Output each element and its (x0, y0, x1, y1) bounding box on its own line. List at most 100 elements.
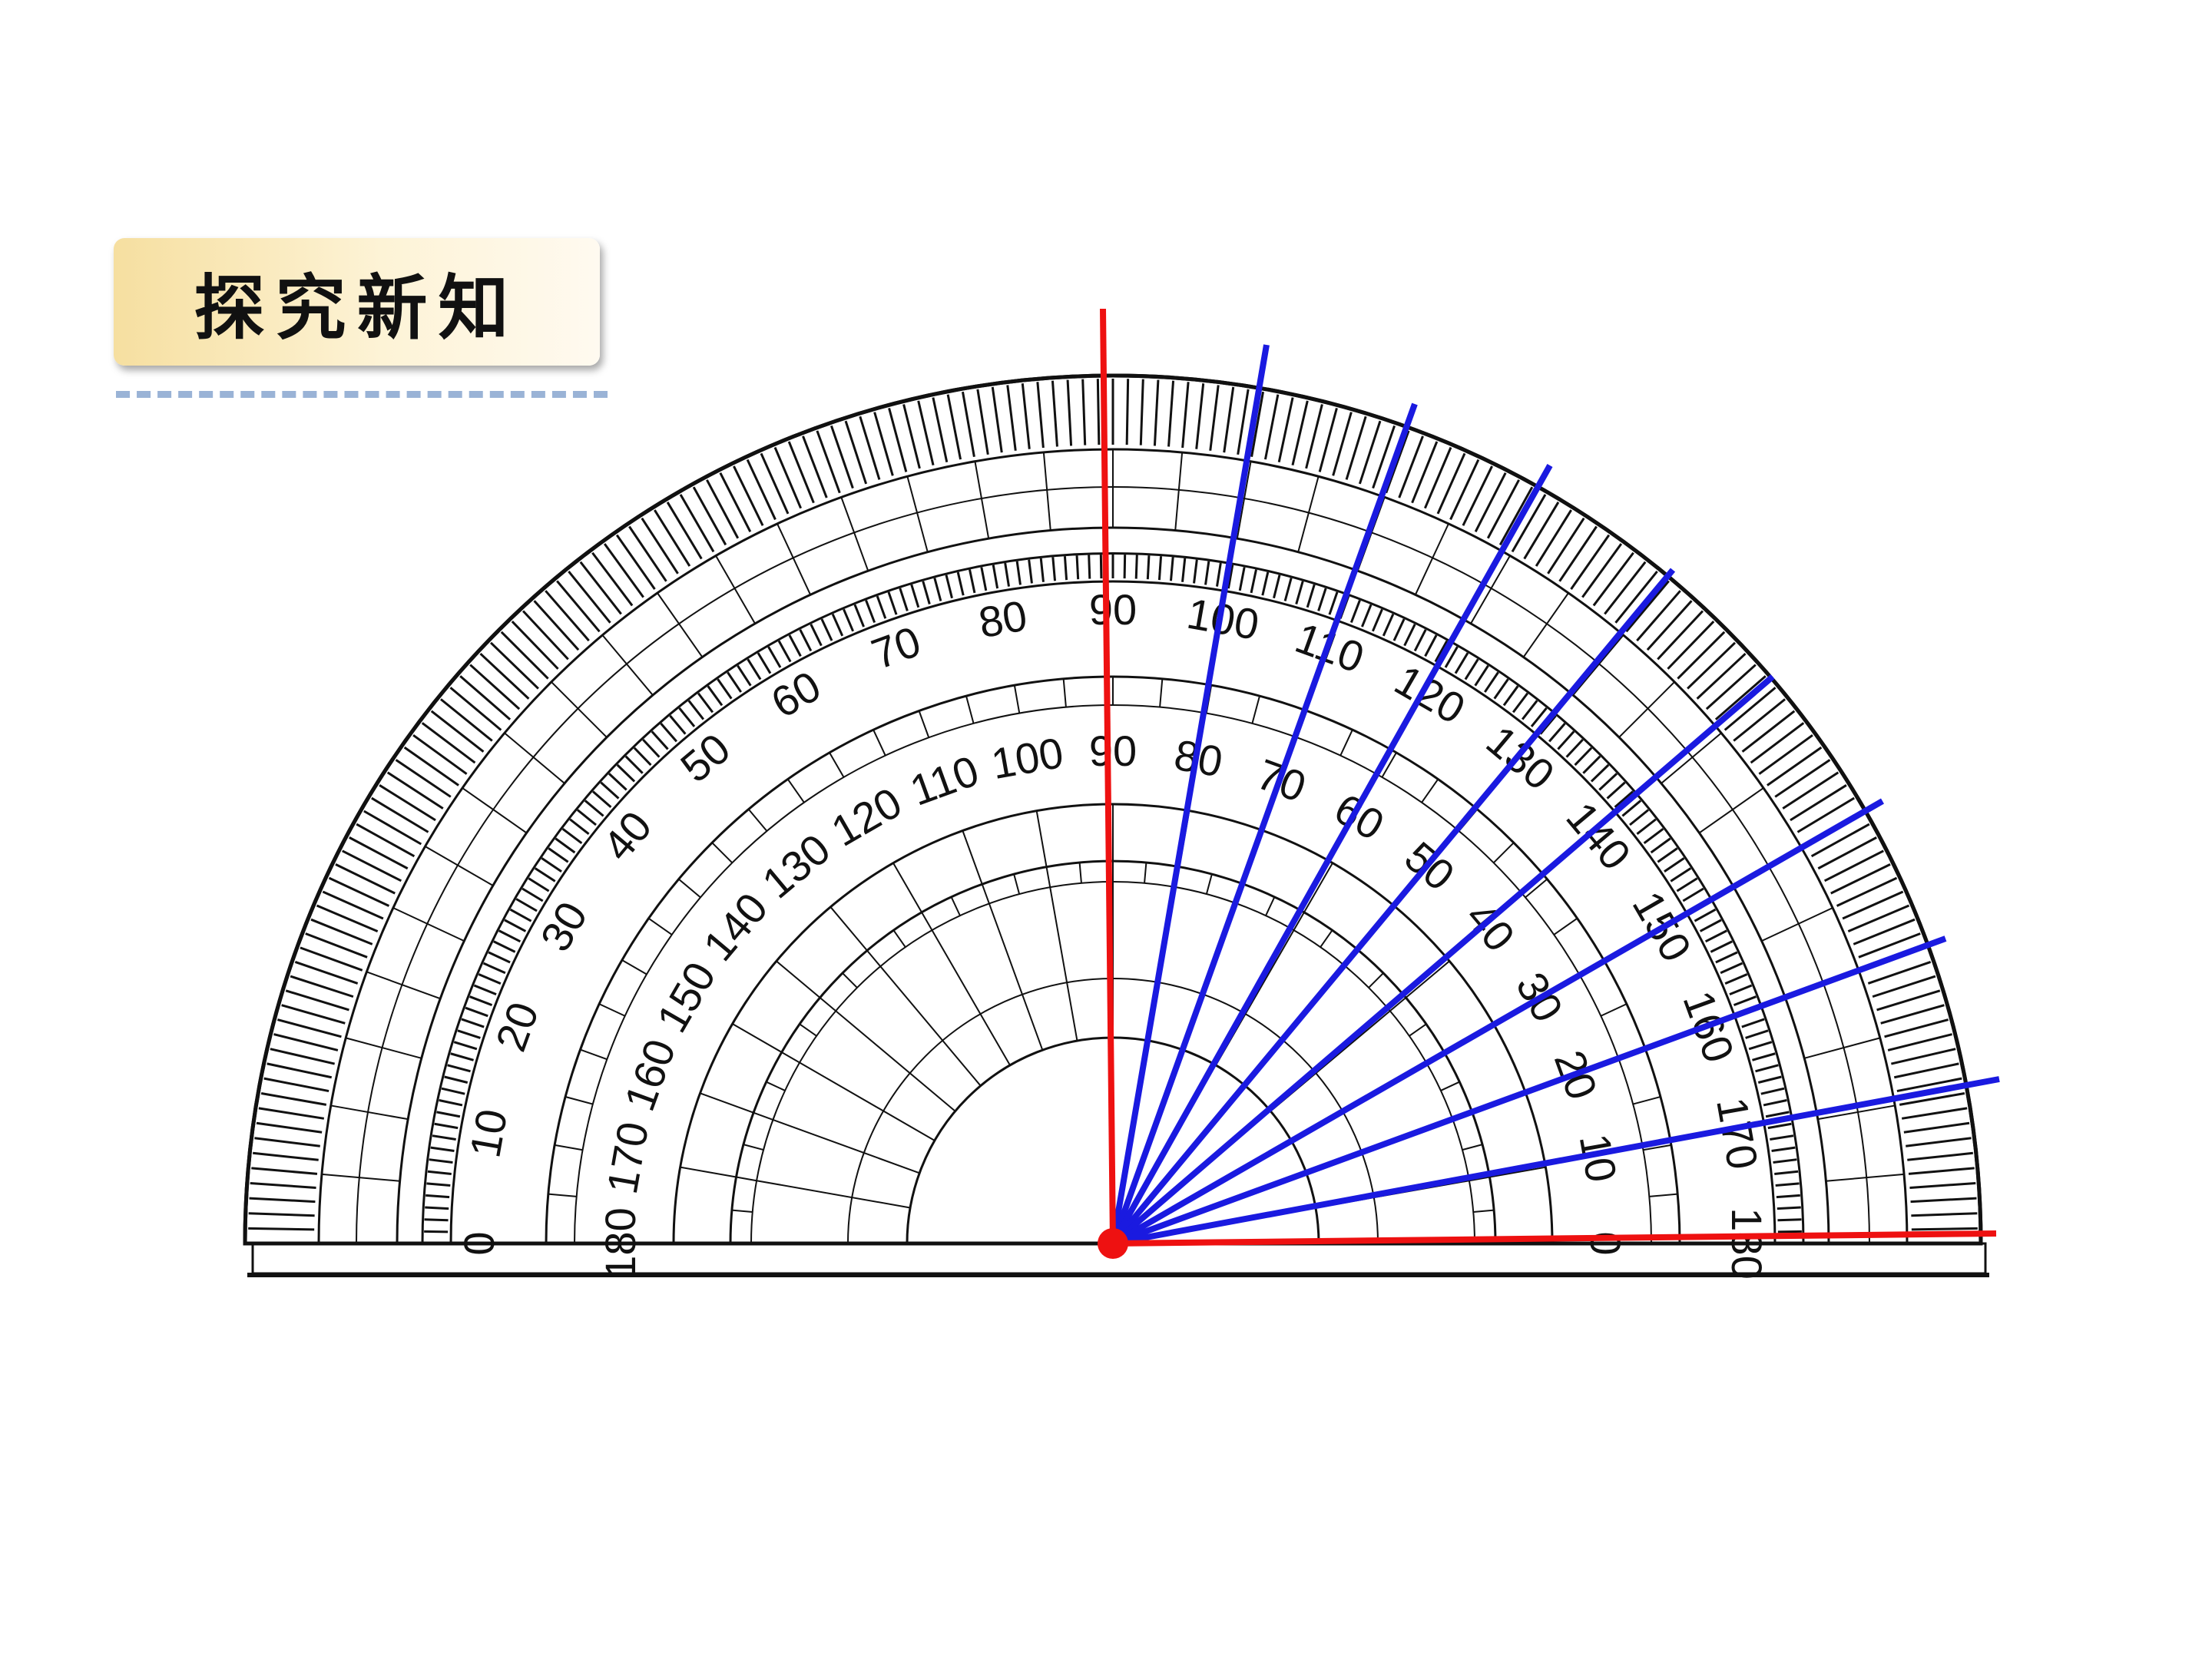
scale-tick (1511, 494, 1547, 553)
scale-tick (1774, 1170, 1799, 1175)
scale-tick (1676, 877, 1698, 892)
scale-tick (731, 1209, 753, 1213)
scale-tick (1464, 658, 1479, 680)
scale-tick (865, 600, 876, 624)
scale-tick (1169, 557, 1174, 581)
scale-tick (1767, 746, 1823, 786)
scale-tick (1318, 407, 1338, 472)
scale-tick (565, 1096, 594, 1105)
scale-tick (1421, 778, 1439, 803)
scale-tick (727, 671, 742, 693)
scale-tick (453, 1041, 478, 1051)
inner-scale-label: 90 (1089, 727, 1137, 775)
scale-tick (345, 1037, 422, 1059)
divider (116, 391, 608, 398)
scale-tick (1582, 755, 1601, 774)
scale-tick (1670, 867, 1692, 882)
scale-tick (434, 1122, 459, 1130)
scale-tick (1621, 800, 1642, 817)
scale-tick (1553, 917, 1578, 935)
scale-tick (711, 842, 733, 864)
scale-tick (1205, 873, 1213, 895)
scale-tick (962, 830, 983, 885)
blue-ray (1110, 568, 1676, 1246)
scale-tick (956, 571, 965, 596)
scale-tick (888, 407, 908, 472)
scale-tick (1649, 1193, 1678, 1197)
scale-tick (1867, 960, 1932, 985)
scale-tick (1123, 555, 1127, 579)
scale-tick (1484, 671, 1499, 693)
scale-tick (601, 634, 654, 696)
scale-tick (1643, 827, 1664, 845)
scale-tick (424, 1230, 449, 1233)
scale-tick (1409, 1023, 1427, 1037)
scale-tick (551, 681, 608, 738)
scale-tick (1558, 525, 1598, 582)
scale-tick (1015, 561, 1022, 585)
scale-tick (1159, 678, 1164, 707)
scale-tick (1492, 842, 1515, 864)
scale-tick (1803, 1037, 1881, 1059)
scale-tick (522, 887, 544, 902)
scale-tick (1777, 1206, 1801, 1210)
scale-tick (1891, 1048, 1956, 1065)
scale-tick (450, 1052, 474, 1061)
scale-tick (680, 1166, 737, 1178)
scale-tick (459, 675, 512, 720)
scale-tick (1036, 382, 1045, 449)
scale-tick (700, 1092, 754, 1114)
scale-tick (1066, 379, 1073, 446)
scale-tick (917, 400, 935, 465)
scale-tick (1382, 613, 1395, 637)
scale-tick (1632, 1096, 1661, 1105)
scale-tick (500, 631, 549, 680)
scale-tick (1694, 908, 1717, 922)
scale-tick (1305, 404, 1323, 469)
scale-tick (1906, 1137, 1972, 1147)
scale-tick (974, 461, 990, 539)
scale-tick (1911, 1212, 1978, 1217)
scale-tick (1181, 382, 1190, 449)
scale-tick (600, 781, 620, 800)
scale-tick (1317, 588, 1327, 611)
scale-tick (1750, 722, 1805, 764)
scale-tick (1295, 581, 1304, 604)
scale-tick (1250, 569, 1257, 594)
scale-tick (1598, 773, 1618, 791)
scale-tick (1765, 1111, 1790, 1118)
scale-tick (1502, 685, 1519, 707)
blue-ray (1111, 935, 1947, 1247)
blue-ray (1110, 402, 1418, 1245)
scale-tick (1775, 1182, 1800, 1187)
scale-tick (1523, 502, 1560, 560)
blue-ray (1111, 674, 1775, 1247)
scale-tick (403, 746, 459, 786)
red-ray (1100, 308, 1116, 1244)
scale-tick (1332, 412, 1353, 476)
scale-tick (1423, 446, 1452, 509)
scale-tick (335, 863, 396, 895)
scale-tick (1349, 600, 1361, 624)
scale-tick (426, 1194, 450, 1199)
scale-tick (1153, 379, 1160, 446)
scale-tick (810, 624, 823, 647)
scale-tick (1237, 389, 1250, 455)
scale-tick (678, 707, 696, 727)
scale-tick (1470, 555, 1511, 624)
scale-tick (1306, 584, 1316, 608)
scale-tick (457, 1029, 481, 1039)
section-title: 探究新知 (114, 238, 600, 366)
scale-tick (548, 1193, 577, 1197)
scale-tick (1604, 561, 1647, 615)
scale-tick (426, 1182, 451, 1187)
scale-tick (1006, 385, 1017, 451)
scale-tick (1606, 781, 1626, 800)
scale-tick (1720, 962, 1743, 975)
scale-tick (555, 1144, 583, 1151)
scale-tick (788, 634, 802, 657)
scale-tick (576, 809, 597, 826)
scale-tick (692, 486, 727, 546)
outer-scale-label: 80 (975, 591, 1030, 647)
scale-tick (799, 1023, 817, 1037)
